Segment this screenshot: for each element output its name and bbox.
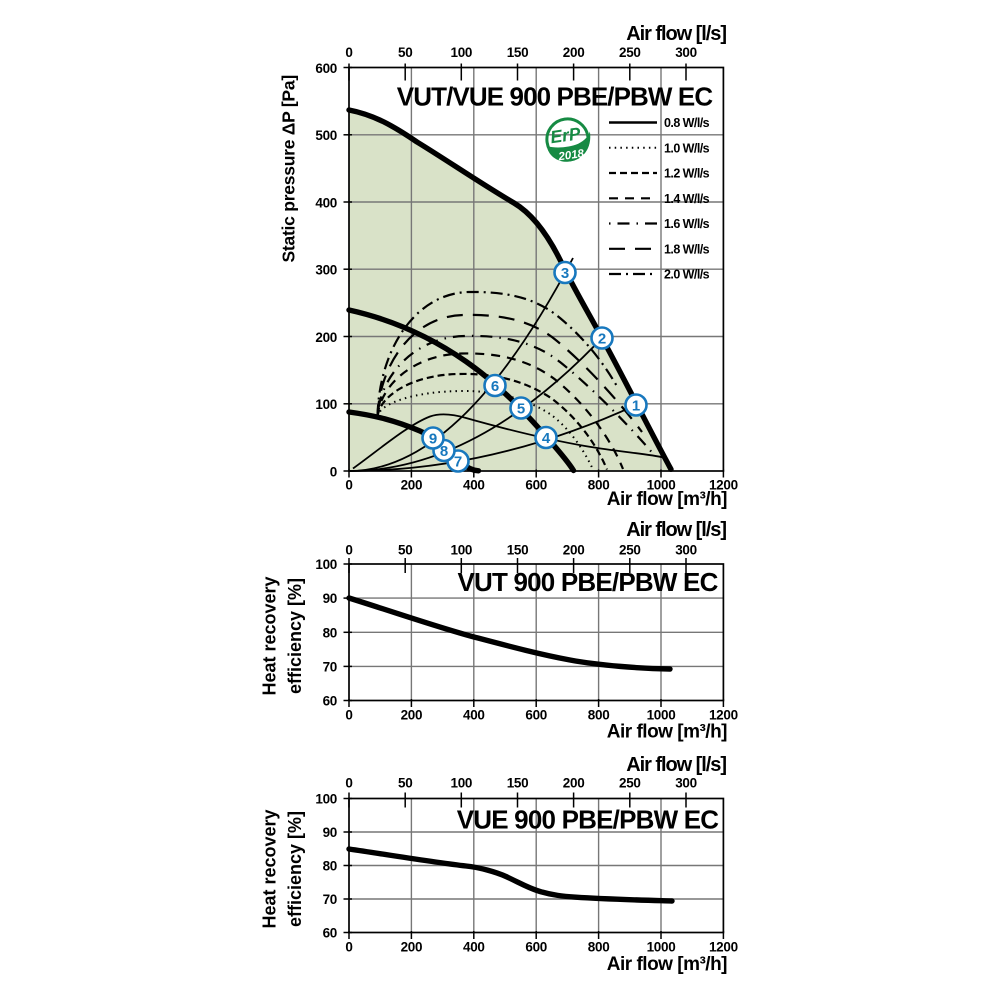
svg-text:90: 90	[323, 591, 337, 606]
svg-text:200: 200	[401, 478, 423, 493]
svg-text:300: 300	[675, 543, 697, 558]
svg-text:9: 9	[429, 430, 437, 447]
svg-text:150: 150	[507, 776, 529, 791]
svg-text:1.0 W/l/s: 1.0 W/l/s	[664, 141, 710, 155]
svg-text:ErP: ErP	[549, 123, 582, 147]
svg-text:100: 100	[315, 397, 337, 412]
svg-text:200: 200	[563, 45, 585, 60]
svg-text:70: 70	[323, 892, 337, 907]
svg-text:1000: 1000	[647, 708, 676, 723]
svg-text:100: 100	[315, 792, 337, 807]
svg-text:0: 0	[345, 776, 352, 791]
svg-text:50: 50	[398, 776, 412, 791]
svg-text:3: 3	[561, 265, 569, 282]
svg-text:4: 4	[542, 430, 551, 447]
svg-text:150: 150	[507, 45, 529, 60]
svg-text:250: 250	[619, 776, 641, 791]
svg-text:1.8 W/l/s: 1.8 W/l/s	[664, 242, 710, 256]
svg-text:Air flow [m³/h]: Air flow [m³/h]	[607, 722, 727, 743]
svg-text:400: 400	[463, 708, 485, 723]
svg-text:0: 0	[345, 708, 352, 723]
svg-text:7: 7	[454, 453, 462, 470]
svg-text:400: 400	[463, 478, 485, 493]
svg-text:0: 0	[345, 940, 352, 955]
svg-text:Static pressure ΔP [Pa]: Static pressure ΔP [Pa]	[279, 75, 299, 262]
svg-text:Air flow [m³/h]: Air flow [m³/h]	[607, 954, 727, 975]
svg-text:0: 0	[345, 478, 352, 493]
svg-text:800: 800	[588, 708, 610, 723]
svg-text:0: 0	[345, 543, 352, 558]
svg-text:90: 90	[323, 825, 337, 840]
svg-text:80: 80	[323, 859, 337, 874]
svg-text:efficiency [%]: efficiency [%]	[285, 578, 305, 694]
svg-text:500: 500	[315, 128, 337, 143]
svg-text:200: 200	[401, 708, 423, 723]
svg-text:100: 100	[450, 543, 472, 558]
svg-text:8: 8	[440, 443, 448, 460]
svg-text:70: 70	[323, 659, 337, 674]
svg-text:0: 0	[330, 464, 337, 479]
svg-text:50: 50	[398, 543, 412, 558]
svg-text:150: 150	[507, 543, 529, 558]
svg-text:VUT 900 PBE/PBW EC: VUT 900 PBE/PBW EC	[457, 567, 718, 597]
svg-text:Air flow [l/s]: Air flow [l/s]	[626, 754, 726, 776]
svg-text:300: 300	[675, 776, 697, 791]
svg-text:200: 200	[401, 940, 423, 955]
svg-text:Air flow [l/s]: Air flow [l/s]	[626, 23, 726, 45]
svg-text:400: 400	[463, 940, 485, 955]
svg-text:1: 1	[632, 397, 640, 414]
svg-text:Heat recovery: Heat recovery	[259, 809, 279, 928]
svg-text:200: 200	[563, 776, 585, 791]
svg-text:800: 800	[588, 940, 610, 955]
svg-text:1200: 1200	[709, 478, 738, 493]
svg-text:Heat recovery: Heat recovery	[259, 576, 279, 695]
svg-text:6: 6	[491, 378, 499, 395]
svg-text:600: 600	[525, 478, 547, 493]
svg-text:2.0 W/l/s: 2.0 W/l/s	[664, 268, 710, 282]
svg-text:100: 100	[450, 45, 472, 60]
svg-text:1.4 W/l/s: 1.4 W/l/s	[664, 192, 710, 206]
svg-text:400: 400	[315, 195, 337, 210]
svg-text:250: 250	[619, 45, 641, 60]
svg-text:Air flow [l/s]: Air flow [l/s]	[626, 519, 726, 541]
svg-text:60: 60	[323, 694, 337, 709]
svg-text:1200: 1200	[709, 940, 738, 955]
svg-text:100: 100	[450, 776, 472, 791]
svg-text:1.2 W/l/s: 1.2 W/l/s	[664, 167, 710, 181]
svg-text:60: 60	[323, 926, 337, 941]
svg-text:2: 2	[598, 330, 606, 347]
svg-text:80: 80	[323, 625, 337, 640]
svg-text:300: 300	[675, 45, 697, 60]
svg-text:600: 600	[315, 61, 337, 76]
svg-text:0.8 W/l/s: 0.8 W/l/s	[664, 116, 710, 130]
svg-text:200: 200	[315, 330, 337, 345]
svg-text:1000: 1000	[647, 478, 676, 493]
svg-text:300: 300	[315, 263, 337, 278]
svg-text:0: 0	[345, 45, 352, 60]
svg-text:600: 600	[525, 708, 547, 723]
svg-text:1200: 1200	[709, 708, 738, 723]
svg-text:VUT/VUE 900 PBE/PBW EC: VUT/VUE 900 PBE/PBW EC	[397, 82, 714, 112]
svg-text:2018: 2018	[557, 148, 586, 164]
svg-text:200: 200	[563, 543, 585, 558]
svg-text:800: 800	[588, 478, 610, 493]
svg-text:efficiency [%]: efficiency [%]	[285, 811, 305, 927]
svg-text:VUE 900 PBE/PBW EC: VUE 900 PBE/PBW EC	[457, 805, 720, 835]
svg-text:600: 600	[525, 940, 547, 955]
svg-text:5: 5	[517, 400, 525, 417]
svg-text:50: 50	[398, 45, 412, 60]
svg-text:100: 100	[315, 557, 337, 572]
svg-text:250: 250	[619, 543, 641, 558]
svg-text:1.6 W/l/s: 1.6 W/l/s	[664, 217, 710, 231]
svg-text:1000: 1000	[647, 940, 676, 955]
svg-text:Air flow [m³/h]: Air flow [m³/h]	[607, 489, 727, 510]
